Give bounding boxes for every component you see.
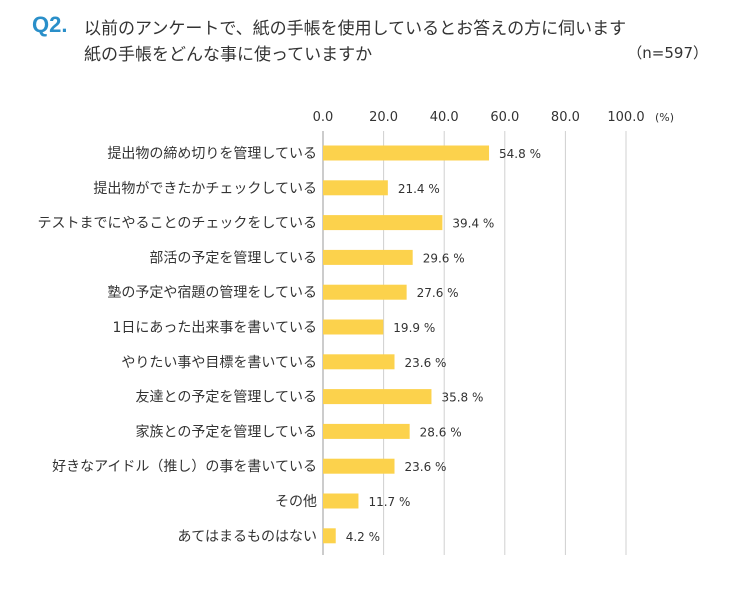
data-label: 54.8 % [499,147,541,161]
data-label: 35.8 % [441,391,483,405]
x-tick-label: 0.0 [313,110,334,125]
question-number: Q2. [32,12,68,37]
data-label: 11.7 % [368,495,410,509]
data-label: 21.4 % [398,182,440,196]
category-label: 塾の予定や宿題の管理をしている [107,284,317,301]
x-tick-label: 80.0 [551,110,580,125]
x-unit-label: (%) [655,111,674,124]
x-tick-label: 40.0 [430,110,459,125]
bar [323,319,384,335]
bar [323,249,413,265]
data-label: 29.6 % [423,251,465,265]
bar [323,215,443,231]
category-label: その他 [275,494,317,510]
data-label: 23.6 % [405,356,447,370]
category-label: 提出物ができたかチェックしている [93,181,317,197]
x-tick-label: 100.0 [607,110,644,125]
category-label: 好きなアイドル（推し）の事を書いている [52,459,317,475]
data-label: 28.6 % [420,425,462,439]
bar [323,528,336,544]
category-label: 提出物の締め切りを管理している [107,145,317,162]
bar [323,458,395,474]
data-label: 27.6 % [417,286,459,300]
bar [323,145,490,161]
data-label: 23.6 % [405,460,447,474]
x-tick-label: 60.0 [490,110,519,125]
x-tick-label: 20.0 [369,110,398,125]
category-label: テストまでにやることのチェックをしている [38,216,317,232]
category-label: あてはまるものはない [178,529,317,545]
bar [323,284,407,300]
bar [323,423,410,439]
category-label: 部活の予定を管理している [149,250,317,266]
bar [323,354,395,370]
category-label: やりたい事や目標を書いている [121,355,317,371]
data-label: 4.2 % [346,530,380,544]
bar [323,180,388,196]
data-label: 39.4 % [452,217,494,231]
category-label: 1日にあった出来事を書いている [113,320,318,336]
data-label: 19.9 % [393,321,435,335]
question-text-line2: 紙の手帳をどんな事に使っていますか [84,45,373,65]
sample-size: （n=597） [627,44,708,62]
question-text-line1: 以前のアンケートで、紙の手帳を使用しているとお答えの方に伺います [84,19,627,39]
category-label: 友達との予定を管理している [136,390,317,406]
bar [323,389,432,405]
bar [323,493,359,509]
category-label: 家族との予定を管理している [136,423,317,440]
